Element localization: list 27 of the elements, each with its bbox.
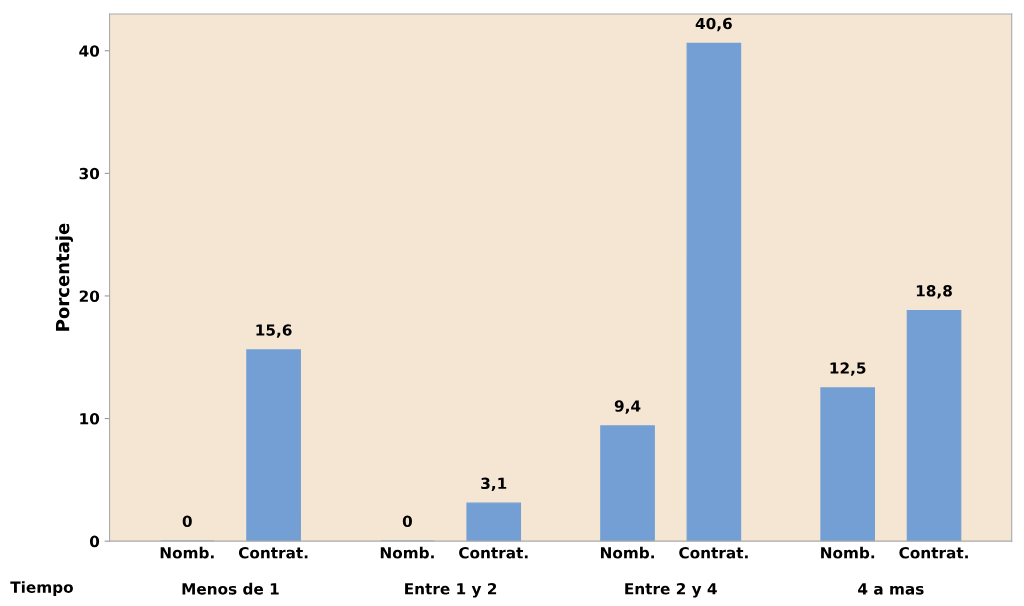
x-tick-label: Nomb. xyxy=(160,546,214,559)
data-label: 18,8 xyxy=(916,285,952,299)
x-tick-label: Contrat. xyxy=(459,546,528,559)
text: Entre 2 y 4 xyxy=(625,582,717,598)
x-tick-label: Nomb. xyxy=(380,546,434,559)
x-tick-label: Nomb. xyxy=(600,546,654,559)
x-axis-title: Tiempo xyxy=(10,581,73,596)
text: Entre 1 y 2 xyxy=(405,582,497,598)
y-tick-label: 30 xyxy=(79,167,100,180)
data-label: 40,6 xyxy=(695,17,732,32)
text: Menos de 1 xyxy=(182,582,279,595)
data-label: 0 xyxy=(182,515,192,528)
data-label: 3,1 xyxy=(481,477,507,492)
x-tick-label: Contrat. xyxy=(679,546,748,559)
y-tick-label: 10 xyxy=(80,413,100,425)
y-axis-title: Porcentaje xyxy=(55,223,74,331)
x-tick-label: Contrat. xyxy=(238,546,308,559)
data-label: 15,6 xyxy=(256,324,292,338)
y-tick-label: 40 xyxy=(79,45,100,57)
y-tick-label: 0 xyxy=(89,535,100,548)
text: 4 a mas xyxy=(858,583,924,595)
x-tick-label: Nomb. xyxy=(821,546,875,559)
x-tick-label: Contrat. xyxy=(899,546,968,559)
y-tick-label: 20 xyxy=(79,290,100,302)
data-label: 12,5 xyxy=(830,362,866,376)
data-label: 9,4 xyxy=(614,400,641,414)
data-label: 0 xyxy=(402,515,412,528)
